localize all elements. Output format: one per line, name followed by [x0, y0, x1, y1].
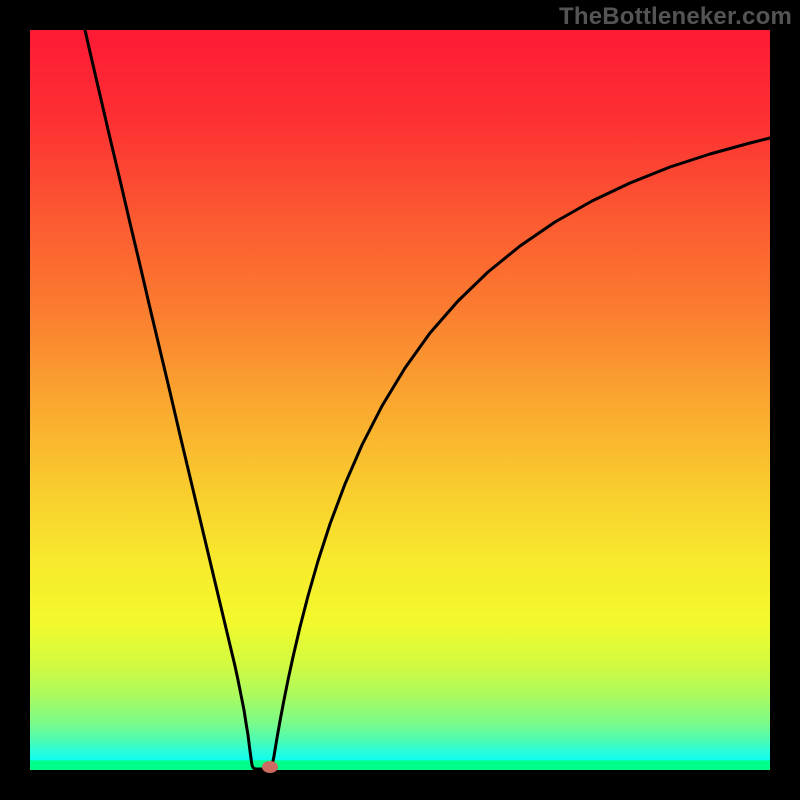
green-band [30, 760, 770, 770]
optimum-marker [262, 761, 278, 773]
watermark-text: TheBottleneker.com [559, 3, 792, 31]
bottleneck-chart [0, 0, 800, 800]
chart-container: TheBottleneker.com [0, 0, 800, 800]
chart-background [30, 30, 770, 770]
